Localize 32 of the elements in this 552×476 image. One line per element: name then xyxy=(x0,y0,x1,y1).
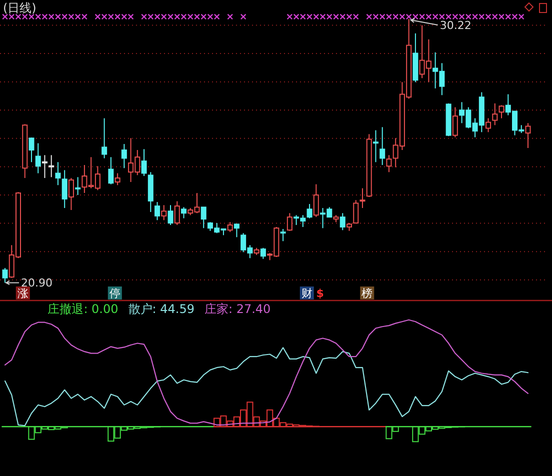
candlestick xyxy=(102,118,108,159)
candlestick xyxy=(161,204,167,221)
candlestick xyxy=(200,206,206,229)
candlestick xyxy=(372,130,378,163)
candlestick xyxy=(42,154,48,179)
candlestick xyxy=(62,170,68,209)
text: $ xyxy=(316,287,324,300)
candlestick xyxy=(492,102,498,126)
candlestick xyxy=(68,178,74,210)
candlestick xyxy=(360,188,366,209)
candlestick xyxy=(412,32,418,83)
candlestick xyxy=(55,162,61,186)
candlestick xyxy=(28,138,34,163)
candlestick xyxy=(452,106,458,138)
chart-title: (日线) xyxy=(3,1,36,15)
candlestick xyxy=(380,126,386,166)
candlestick xyxy=(108,156,114,185)
candlestick xyxy=(313,184,319,218)
candlestick xyxy=(121,144,127,169)
text: 庄撤退: 0.00 xyxy=(48,302,118,316)
candlestick xyxy=(141,148,147,177)
candlestick xyxy=(280,228,286,242)
candlestick xyxy=(386,154,392,173)
candlestick xyxy=(35,142,41,174)
candlestick xyxy=(148,172,154,212)
annotation: 30.22 xyxy=(440,19,472,32)
candlestick xyxy=(525,122,531,149)
candlestick xyxy=(48,154,54,178)
text: 庄家: 27.40 xyxy=(204,302,271,316)
candlestick xyxy=(75,176,81,196)
candlestick xyxy=(234,224,240,238)
text: 散户: 44.59 xyxy=(128,302,194,316)
